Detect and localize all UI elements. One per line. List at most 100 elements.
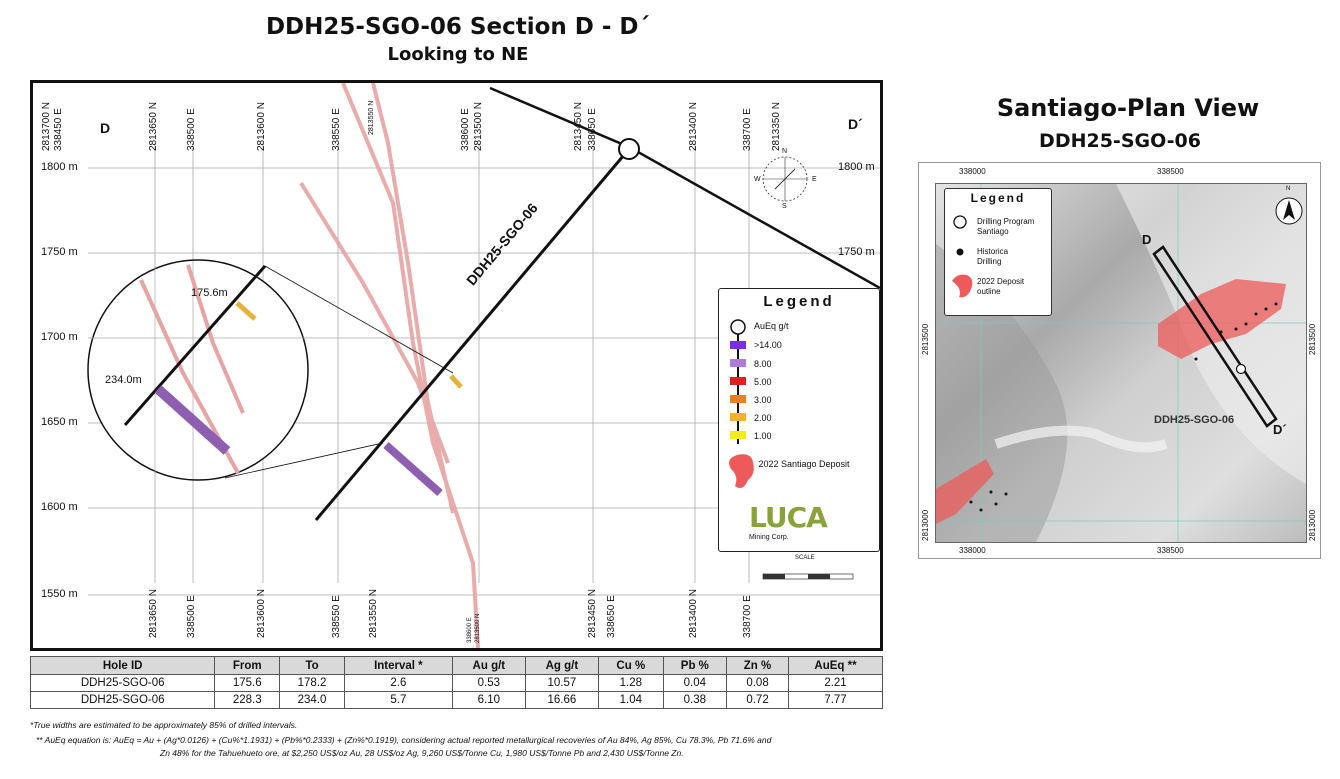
table-header-row: Hole ID From To Interval * Au g/t Ag g/t…	[29, 656, 883, 675]
legend-swatch	[730, 395, 746, 403]
zoom-intercept-gold	[235, 301, 257, 321]
legend-title: Legend	[763, 293, 835, 310]
compass-s: S	[782, 203, 787, 210]
section-subtitle: Looking to NE	[387, 44, 529, 65]
bottom-tick: 2813650 N	[148, 589, 159, 638]
bottom-tick: 2813450 N	[587, 589, 598, 638]
assay-table: Hole ID From To Interval * Au g/t Ag g/t…	[29, 656, 883, 709]
vein-structure	[299, 181, 450, 464]
bottom-tick: 2813500 N	[475, 613, 481, 643]
top-tick: 2813500 N	[473, 102, 484, 151]
plan-label-d: D	[1142, 232, 1152, 247]
legend-label: 3.00	[754, 395, 772, 405]
table-row: DDH25-SGO-06 228.3 234.0 5.7 6.10 16.66 …	[29, 691, 883, 709]
top-tick: 338700 E	[742, 108, 753, 151]
table-cell: 0.53	[451, 674, 526, 692]
top-tick: 338650 E	[587, 108, 598, 151]
intercept-228-3	[383, 442, 443, 496]
legend-swatch	[730, 359, 746, 367]
table-header: AuEq **	[788, 656, 883, 675]
table-cell: 7.77	[788, 691, 883, 709]
legend-swatch	[730, 341, 746, 349]
collar-icon	[618, 138, 640, 160]
table-cell: 228.3	[214, 691, 281, 709]
historic-drilling-symbol	[956, 248, 964, 256]
legend-label: 1.00	[754, 431, 772, 441]
deposit-symbol	[729, 454, 754, 488]
legend-label: 2.00	[754, 413, 772, 423]
top-tick: 338500 E	[186, 108, 197, 151]
top-tick: 2813350 N	[771, 102, 782, 151]
bottom-tick: 338550 E	[331, 595, 342, 638]
plan-y-tick: 2813500	[1308, 323, 1317, 355]
compass-n: N	[782, 148, 788, 155]
plan-legend-label: 2022 Deposit outline	[977, 277, 1025, 296]
top-tick: 2813700 N	[41, 102, 52, 151]
luca-logo: LUCA	[749, 501, 828, 534]
top-tick: 338450 E	[53, 108, 64, 151]
bottom-tick: 2813400 N	[688, 589, 699, 638]
legend-swatch	[730, 413, 746, 421]
zoom-label-to: 234.0m	[105, 374, 142, 386]
elevation-label: 1650 m	[41, 416, 78, 428]
plan-y-tick: 2813500	[921, 323, 930, 355]
table-cell: 16.66	[524, 691, 599, 709]
legend-label: 2022 Santiago Deposit	[758, 459, 850, 469]
table-cell: 0.72	[726, 691, 790, 709]
legend-swatch	[730, 431, 746, 439]
top-tick: 338600 E	[460, 108, 471, 151]
top-tick: 2813550 N	[368, 100, 375, 135]
cross-section-panel: D D´ DDH25-SGO-06 1800 m 1750 m 1700 m 1…	[30, 80, 883, 651]
drill-hole-trace	[314, 148, 631, 521]
zoom-drill-trace	[123, 265, 267, 426]
table-row: DDH25-SGO-06 175.6 178.2 2.6 0.53 10.57 …	[29, 674, 883, 692]
table-cell: 0.08	[726, 674, 790, 692]
compass-w: W	[754, 176, 761, 183]
elevation-label: 1750 m	[838, 246, 875, 258]
table-cell: 10.57	[524, 674, 599, 692]
table-header: Hole ID	[29, 656, 216, 675]
bottom-tick: 2813550 N	[368, 589, 379, 638]
elevation-label: 1700 m	[41, 331, 78, 343]
plan-legend-label: Historica Drilling	[977, 247, 1009, 266]
plan-map-drawing	[936, 184, 1306, 542]
section-label-d-prime: D´	[848, 116, 863, 132]
deposit-outline	[936, 459, 994, 524]
bottom-tick: 338500 E	[186, 595, 197, 638]
table-cell: DDH25-SGO-06	[29, 674, 216, 692]
section-title: DDH25-SGO-06 Section D - D´	[265, 14, 651, 40]
table-cell: DDH25-SGO-06	[29, 691, 216, 709]
table-header: Interval *	[343, 656, 453, 675]
vein-structure	[371, 83, 455, 514]
table-cell: 1.04	[597, 691, 664, 709]
scale-label: SCALE	[795, 555, 815, 561]
section-line-box	[1152, 245, 1278, 428]
plan-x-tick: 338000	[959, 167, 986, 176]
legend-swatch	[730, 377, 746, 385]
plan-legend-label: Drilling Program Santiago	[977, 217, 1035, 236]
bottom-tick: 338700 E	[742, 595, 753, 638]
table-cell: 178.2	[279, 674, 345, 692]
plan-subtitle: DDH25-SGO-06	[1039, 130, 1201, 152]
luca-logo-sub: Mining Corp.	[749, 534, 789, 541]
table-header: From	[214, 656, 281, 675]
plan-label-d-prime: D´	[1273, 422, 1287, 437]
legend-label: >14.00	[754, 340, 782, 350]
collar-symbol	[730, 319, 746, 335]
elevation-label: 1550 m	[41, 588, 78, 600]
legend-label: AuEq g/t	[754, 321, 789, 331]
top-tick: 2813450 N	[573, 102, 584, 151]
plan-legend: Legend Drilling Program Santiago Histori…	[944, 188, 1052, 316]
table-header: Au g/t	[451, 656, 526, 675]
section-label-d: D	[100, 120, 111, 136]
table-cell: 175.6	[214, 674, 281, 692]
legend-label: 5.00	[754, 377, 772, 387]
bottom-tick: 338650 E	[606, 595, 617, 638]
plan-y-tick: 2813000	[1308, 509, 1317, 541]
zoom-leader	[224, 442, 384, 479]
top-tick: 338550 E	[331, 108, 342, 151]
plan-x-tick: 338500	[1157, 546, 1184, 555]
section-legend: Legend AuEq g/t >14.00 8.00 5.00 3.00 2.…	[718, 288, 880, 552]
elevation-label: 1800 m	[838, 161, 875, 173]
top-tick: 2813600 N	[256, 102, 267, 151]
